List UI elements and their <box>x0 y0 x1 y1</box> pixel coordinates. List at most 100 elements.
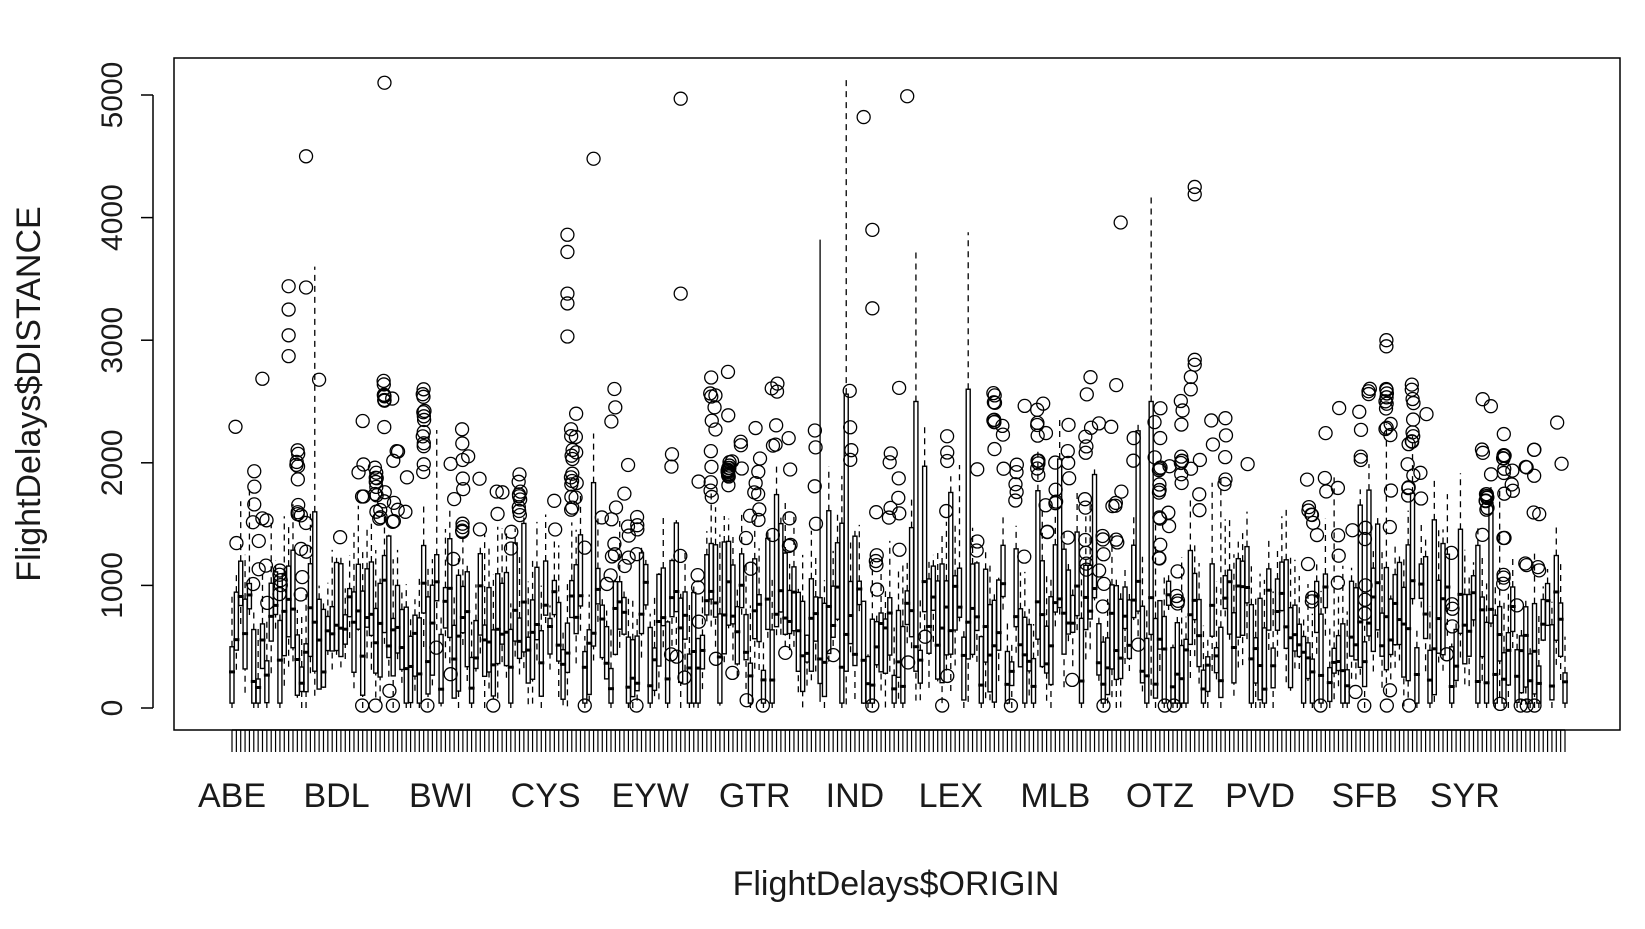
outlier-point <box>1218 428 1234 443</box>
outlier-point <box>1379 698 1394 713</box>
outlier-point <box>503 541 519 556</box>
outlier-point <box>1153 401 1168 416</box>
outlier-point <box>707 400 722 415</box>
category-box <box>682 549 689 671</box>
outlier-point <box>1175 403 1190 418</box>
category-box <box>1422 536 1429 672</box>
category-box <box>673 520 680 645</box>
x-tick-label: BDL <box>303 777 369 815</box>
iqr-box <box>1283 559 1289 650</box>
outlier-point <box>1096 547 1111 562</box>
category-box <box>429 559 436 686</box>
outlier-point <box>455 524 470 540</box>
outlier-point <box>594 510 609 525</box>
outlier-point <box>1358 520 1373 535</box>
outlier-point <box>1031 467 1046 483</box>
x-tick-label: GTR <box>719 777 791 815</box>
outlier-point <box>1383 416 1398 432</box>
outlier-point <box>940 453 955 469</box>
iqr-box <box>534 566 540 641</box>
outlier-point <box>752 502 767 517</box>
outlier-point <box>472 471 487 486</box>
outlier-point <box>868 553 883 569</box>
iqr-box <box>556 601 562 662</box>
outlier-point <box>1496 570 1511 585</box>
iqr-box <box>756 593 762 643</box>
category-box <box>699 592 706 690</box>
outlier-point <box>1519 557 1534 573</box>
outlier-point <box>1348 684 1363 700</box>
category-box <box>1357 489 1364 675</box>
outlier-point <box>617 558 632 574</box>
outlier-point <box>1147 415 1162 430</box>
outlier-point <box>272 563 287 578</box>
outlier-point <box>1353 449 1368 464</box>
outlier-point <box>1096 576 1112 592</box>
category-box <box>1318 590 1325 708</box>
outlier-point <box>272 586 287 602</box>
iqr-box <box>312 511 318 672</box>
outlier-point <box>986 385 1001 401</box>
outlier-point <box>995 427 1011 442</box>
outlier-point <box>1475 392 1490 407</box>
category-box <box>738 513 745 615</box>
outlier-point <box>691 614 706 629</box>
outlier-point <box>704 459 719 475</box>
outlier-point <box>1404 377 1419 392</box>
category-box <box>912 249 919 701</box>
iqr-box <box>277 619 283 704</box>
category-box <box>886 540 893 672</box>
iqr-box <box>978 635 984 704</box>
outlier-point <box>455 452 470 468</box>
iqr-box <box>1205 656 1211 693</box>
outlier-point <box>1187 179 1202 195</box>
outlier-point <box>385 391 400 406</box>
outlier-point <box>1008 493 1023 508</box>
outlier-point <box>743 561 758 576</box>
category-box <box>1261 579 1268 708</box>
outlier-point <box>1419 406 1434 422</box>
outlier-point <box>900 89 915 104</box>
category-box <box>551 541 558 618</box>
category-box <box>1453 618 1460 688</box>
outlier-point <box>416 436 431 451</box>
iqr-box <box>1218 626 1224 699</box>
category-box <box>1204 638 1211 708</box>
iqr-box <box>1357 504 1363 669</box>
outlier-point <box>807 479 822 494</box>
outlier-point <box>1496 530 1511 546</box>
iqr-box <box>917 649 923 684</box>
category-box <box>1557 564 1564 681</box>
iqr-box <box>743 613 749 661</box>
outlier-point <box>416 412 432 428</box>
outlier-point <box>369 465 384 480</box>
iqr-box <box>359 590 366 696</box>
x-axis: ABE BDL BWI CYS EYW GTR IND LEX MLB OTZ PVD SFB SYR <box>198 729 1566 815</box>
outlier-point <box>569 475 584 491</box>
outlier-point <box>504 524 519 539</box>
outlier-point <box>1475 527 1490 543</box>
category-box <box>255 624 262 708</box>
outlier-point <box>1192 487 1207 502</box>
outlier-point <box>245 515 261 530</box>
outlier-point <box>604 414 619 429</box>
x-tick-label: EYW <box>611 777 688 815</box>
outlier-point <box>1483 399 1499 414</box>
iqr-box <box>734 605 741 665</box>
outlier-point <box>664 459 679 474</box>
outlier-point <box>547 493 562 508</box>
outlier-point <box>1357 606 1372 621</box>
iqr-box <box>1009 661 1015 687</box>
category-box <box>237 501 244 624</box>
outlier-point <box>1153 537 1168 552</box>
x-tick-label: ABE <box>198 777 266 815</box>
outlier-point <box>704 489 719 505</box>
iqr-box <box>1466 593 1472 657</box>
outlier-point <box>258 558 274 573</box>
outlier-point <box>1078 532 1093 548</box>
category-box <box>342 588 349 659</box>
category-box <box>1270 591 1277 708</box>
category-box <box>607 625 614 708</box>
category-box <box>555 545 562 697</box>
